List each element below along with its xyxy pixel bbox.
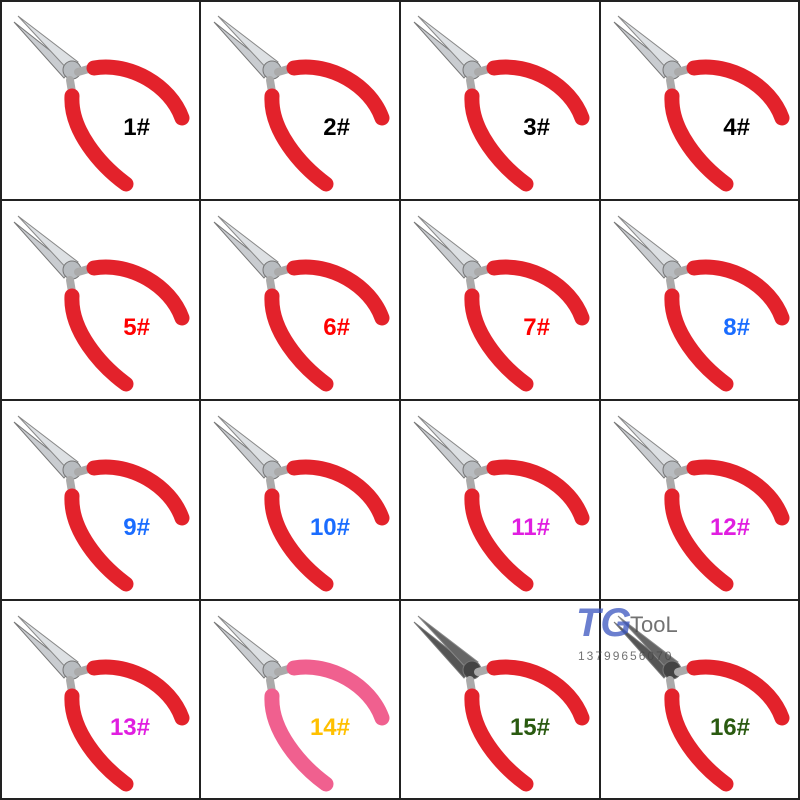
cells: 1# 2# 3# 4# 5# 6# 7# 8# 9# 10# 11# 12# 13# 14# 15# 16#: [13, 15, 790, 792]
item-label: 10#: [310, 514, 350, 541]
plier-cell: 5#: [13, 215, 190, 392]
plier-cell: 3#: [413, 15, 590, 192]
plier-cell: 7#: [413, 215, 590, 392]
plier-handle: [64, 88, 134, 192]
plier-handle: [64, 288, 134, 392]
plier-handle: [86, 59, 190, 126]
plier-handle: [64, 688, 134, 792]
plier-handle: [464, 688, 534, 792]
item-label: 9#: [123, 514, 150, 541]
plier-cell: 4#: [613, 15, 790, 192]
item-label: 7#: [523, 314, 550, 341]
plier-handle: [486, 459, 590, 526]
plier-handle: [686, 459, 790, 526]
item-label: 3#: [523, 114, 550, 141]
item-label: 1#: [123, 114, 150, 141]
plier-cell: 8#: [613, 215, 790, 392]
plier-handle: [86, 659, 190, 726]
plier-handle: [464, 288, 534, 392]
plier-handle: [664, 488, 734, 592]
plier-cell: 11#: [413, 415, 590, 592]
item-label: 8#: [723, 314, 750, 341]
plier-cell: 14#: [213, 615, 390, 792]
plier-handle: [664, 688, 734, 792]
plier-handle: [264, 688, 334, 792]
plier-handle: [686, 59, 790, 126]
plier-handle: [464, 88, 534, 192]
plier-handle: [486, 59, 590, 126]
plier-handle: [664, 88, 734, 192]
watermark-phone: 13799656070: [578, 649, 673, 663]
item-label: 12#: [710, 514, 750, 541]
plier-cell: 13#: [13, 615, 190, 792]
plier-cell: 2#: [213, 15, 390, 192]
plier-handle: [686, 659, 790, 726]
plier-handle: [286, 59, 390, 126]
plier-handle: [64, 488, 134, 592]
plier-handle: [264, 488, 334, 592]
plier-handle: [664, 288, 734, 392]
plier-handle: [286, 659, 390, 726]
item-label: 14#: [310, 714, 350, 741]
item-label: 13#: [110, 714, 150, 741]
plier-cell: 6#: [213, 215, 390, 392]
item-label: 2#: [323, 114, 350, 141]
plier-handle: [264, 88, 334, 192]
plier-handle: [286, 259, 390, 326]
item-label: 11#: [511, 514, 550, 541]
item-label: 5#: [123, 314, 150, 341]
plier-handle: [286, 459, 390, 526]
plier-cell: 12#: [613, 415, 790, 592]
plier-cell: 1#: [13, 15, 190, 192]
item-label: 4#: [723, 114, 750, 141]
item-label: 15#: [510, 714, 550, 741]
plier-cell: 15#: [413, 615, 590, 792]
plier-cell: 9#: [13, 415, 190, 592]
plier-cell: 10#: [213, 415, 390, 592]
plier-handle: [486, 659, 590, 726]
item-label: 6#: [323, 314, 350, 341]
plier-handle: [264, 288, 334, 392]
plier-handle: [464, 488, 534, 592]
watermark-logo: TG: [576, 601, 632, 645]
watermark-text: TooL: [630, 612, 678, 637]
item-label: 16#: [710, 714, 750, 741]
plier-handle: [86, 259, 190, 326]
plier-handle: [686, 259, 790, 326]
plier-cell: 16#: [613, 615, 790, 792]
watermark: TG TooL 13799656070: [576, 601, 678, 663]
plier-handle: [86, 459, 190, 526]
plier-handle: [486, 259, 590, 326]
